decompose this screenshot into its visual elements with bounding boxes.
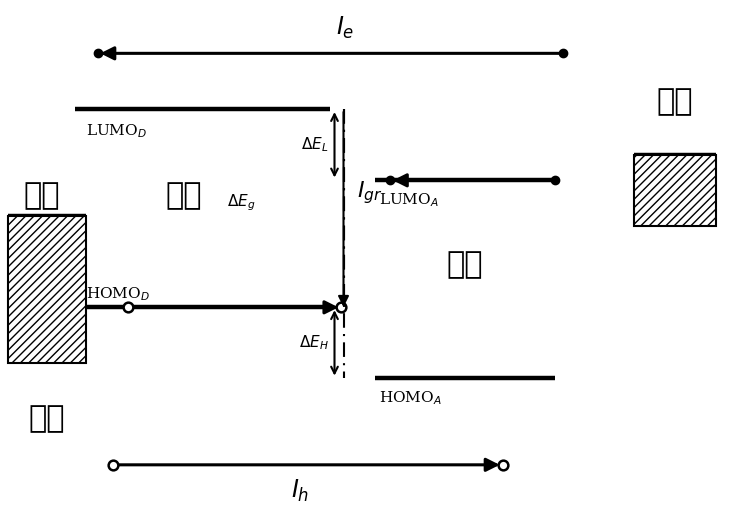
Bar	[634, 155, 716, 226]
Text: 阳极: 阳极	[23, 181, 59, 210]
Text: 受主: 受主	[447, 249, 483, 279]
Text: 施主: 施主	[166, 181, 202, 210]
Text: 阴极: 阴极	[657, 87, 693, 116]
Text: $I_e$: $I_e$	[336, 14, 354, 41]
Text: LUMO$_D$: LUMO$_D$	[86, 122, 147, 140]
Text: $\Delta E_H$: $\Delta E_H$	[298, 334, 328, 352]
Text: $\Delta E_g$: $\Delta E_g$	[226, 193, 255, 213]
Bar	[8, 216, 86, 363]
Text: 阳极: 阳极	[28, 404, 65, 434]
Text: HOMO$_A$: HOMO$_A$	[379, 390, 441, 407]
Text: $I_{gr}$: $I_{gr}$	[357, 180, 382, 206]
Text: LUMO$_A$: LUMO$_A$	[379, 192, 439, 209]
Text: $\Delta E_L$: $\Delta E_L$	[302, 136, 328, 154]
Text: $I_h$: $I_h$	[291, 478, 309, 504]
Text: HOMO$_D$: HOMO$_D$	[86, 285, 150, 303]
